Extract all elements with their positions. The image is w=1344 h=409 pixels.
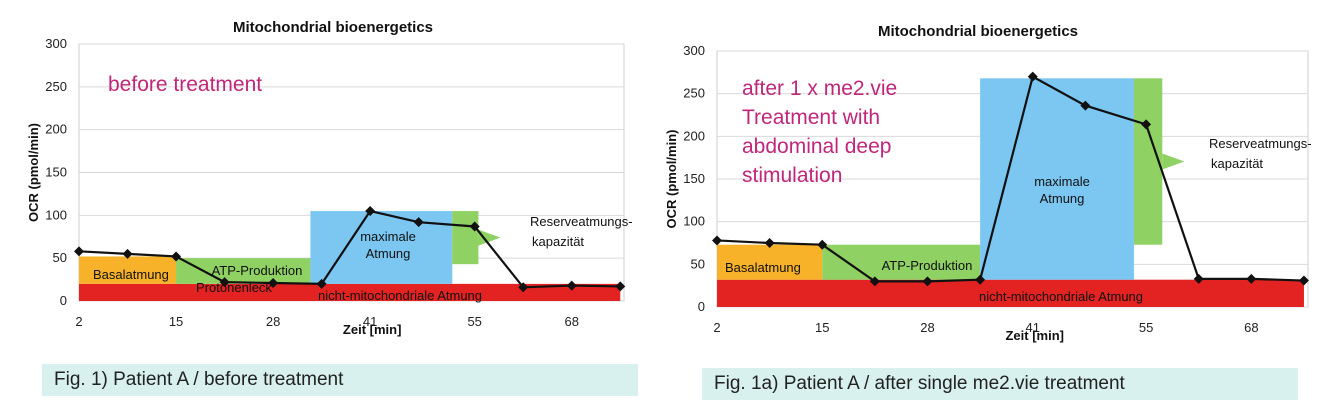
region-label: kapazität xyxy=(532,234,584,249)
annotation-text: Treatment with xyxy=(742,106,880,129)
data-point xyxy=(817,239,828,250)
x-tick-label: 41 xyxy=(1026,320,1040,335)
x-tick-label: 41 xyxy=(363,314,377,329)
y-tick-label: 0 xyxy=(698,299,705,314)
x-tick-label: 68 xyxy=(1244,320,1258,335)
x-tick-label: 2 xyxy=(713,320,720,335)
y-tick-label: 250 xyxy=(45,79,67,94)
y-tick-label: 0 xyxy=(60,293,67,308)
region-label: Atmung xyxy=(366,246,411,261)
x-tick-label: 28 xyxy=(266,314,280,329)
reserve-brace-icon xyxy=(478,229,501,246)
annotation-text: before treatment xyxy=(108,73,262,96)
x-tick-label: 15 xyxy=(169,314,183,329)
y-axis-label: OCR (pmol/min) xyxy=(26,123,41,222)
data-point xyxy=(469,221,480,232)
y-tick-label: 200 xyxy=(683,128,705,143)
data-point xyxy=(1246,273,1257,284)
annotation-text: abdominal deep xyxy=(742,135,891,158)
data-point xyxy=(566,280,577,291)
region-label: nicht-mitochondriale Atmung xyxy=(979,289,1143,304)
region-reserveatmungs-kapazit-t xyxy=(1133,78,1163,245)
data-point xyxy=(365,206,376,217)
data-point xyxy=(712,235,722,246)
y-tick-label: 250 xyxy=(683,86,705,101)
x-tick-label: 68 xyxy=(565,314,579,329)
figure-caption-before: Fig. 1) Patient A / before treatment xyxy=(42,364,638,396)
x-tick-label: 55 xyxy=(1139,320,1153,335)
data-point xyxy=(518,282,529,293)
data-point xyxy=(975,274,986,285)
y-tick-label: 300 xyxy=(683,43,705,58)
region-reserveatmungs-kapazit-t xyxy=(452,211,479,265)
region-label: Atmung xyxy=(1040,191,1085,206)
region-label: maximale xyxy=(1034,174,1090,189)
region-label: ATP-Produktion xyxy=(882,258,973,273)
data-point xyxy=(316,278,327,289)
data-point xyxy=(615,281,626,292)
y-axis-label: OCR (pmol/min) xyxy=(664,130,679,229)
region-label: Reserveatmungs- xyxy=(1209,136,1312,151)
data-point xyxy=(869,276,880,287)
x-tick-label: 15 xyxy=(815,320,829,335)
region-label: Reserveatmungs- xyxy=(530,214,633,229)
region-label: Basalatmung xyxy=(93,267,169,282)
x-axis-label: Zeit [min] xyxy=(1005,328,1064,343)
region-label: kapazität xyxy=(1211,156,1263,171)
region-label: maximale xyxy=(360,229,416,244)
y-tick-label: 100 xyxy=(683,214,705,229)
y-tick-label: 100 xyxy=(45,207,67,222)
data-point xyxy=(413,217,424,228)
y-tick-label: 300 xyxy=(45,36,67,51)
y-tick-label: 200 xyxy=(45,122,67,137)
data-point xyxy=(122,248,133,259)
region-label: Protonenleck xyxy=(196,280,272,295)
region-atp-produktion xyxy=(176,258,311,284)
region-basalatmung xyxy=(717,244,823,280)
chart-panel-after: Mitochondrial bioenergetics 0 50 100 150 200 2… xyxy=(662,0,1344,409)
figure-caption-after: Fig. 1a) Patient A / after single me2.vi… xyxy=(702,368,1298,400)
region-label: nicht-mitochondriale Atmung xyxy=(318,288,482,303)
region-basalatmung xyxy=(79,256,177,284)
chart-title: Mitochondrial bioenergetics xyxy=(878,23,1078,40)
chart-after-treatment: Mitochondrial bioenergetics 0 50 100 150 200 2… xyxy=(664,23,1312,343)
annotation-text: after 1 x me2.vie xyxy=(742,77,897,100)
data-point xyxy=(171,251,182,262)
data-point xyxy=(74,246,84,257)
y-tick-label: 150 xyxy=(45,165,67,180)
chart-panel-before: Mitochondrial bioenergetics 0 50 100 150 200 2… xyxy=(0,0,662,409)
data-point xyxy=(764,238,775,248)
data-point xyxy=(1027,71,1038,82)
region-nicht-mitochondriale-atmung xyxy=(79,283,621,301)
data-point xyxy=(1080,100,1091,111)
data-point xyxy=(268,278,279,289)
x-tick-label: 28 xyxy=(920,320,934,335)
reserve-brace-icon xyxy=(1162,153,1185,170)
series-line xyxy=(716,74,1304,283)
x-tick-label: 2 xyxy=(75,314,82,329)
chart-before-treatment: Mitochondrial bioenergetics 0 50 100 150 200 2… xyxy=(26,19,633,337)
region-nicht-mitochondriale-atmung xyxy=(717,279,1304,307)
y-tick-label: 50 xyxy=(691,256,705,271)
data-point xyxy=(922,276,933,287)
annotation-text: stimulation xyxy=(742,164,842,187)
chart-title: Mitochondrial bioenergetics xyxy=(233,19,433,36)
x-tick-label: 55 xyxy=(467,314,481,329)
data-point xyxy=(1298,275,1309,286)
region-label: ATP-Produktion xyxy=(212,263,303,278)
data-point xyxy=(219,277,230,288)
region-label: Basalatmung xyxy=(725,260,801,275)
y-tick-label: 150 xyxy=(683,171,705,186)
x-axis-label: Zeit [min] xyxy=(343,322,402,337)
data-point xyxy=(1193,273,1204,284)
data-point xyxy=(1141,119,1152,130)
series-line xyxy=(78,209,621,289)
y-tick-label: 50 xyxy=(53,250,67,265)
